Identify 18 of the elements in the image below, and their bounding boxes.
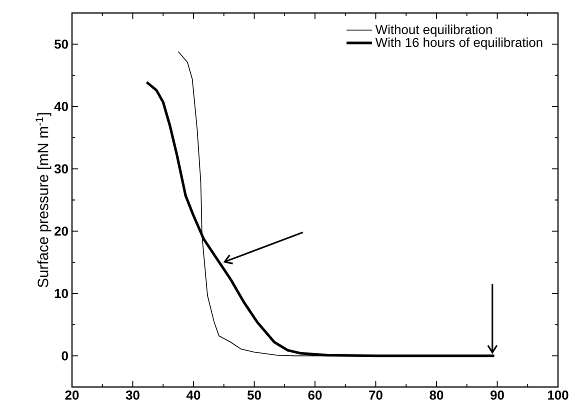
legend-label: With 16 hours of equilibration bbox=[375, 38, 542, 50]
y-tick-label: 40 bbox=[54, 102, 68, 112]
y-axis-title: Surface pressure [mN m$^{-1}$] bbox=[36, 113, 52, 288]
x-tick-label: 20 bbox=[65, 390, 79, 400]
legend-label: Without equilibration bbox=[375, 24, 492, 37]
y-tick-label: 30 bbox=[54, 164, 68, 174]
x-tick-label: 40 bbox=[186, 390, 200, 400]
x-tick-label: 80 bbox=[430, 390, 444, 400]
x-tick-label: 30 bbox=[126, 390, 140, 400]
x-tick-label: 100 bbox=[548, 390, 568, 400]
x-tick-label: 90 bbox=[490, 390, 504, 400]
x-tick-label: 70 bbox=[369, 390, 382, 400]
y-tick-label: 50 bbox=[54, 40, 68, 49]
y-tick-label: 0 bbox=[62, 351, 68, 360]
y-tick-label: 20 bbox=[54, 226, 68, 236]
y-tick-label: 10 bbox=[54, 288, 68, 298]
x-tick-label: 60 bbox=[308, 390, 322, 400]
x-tick-label: 50 bbox=[247, 390, 261, 400]
